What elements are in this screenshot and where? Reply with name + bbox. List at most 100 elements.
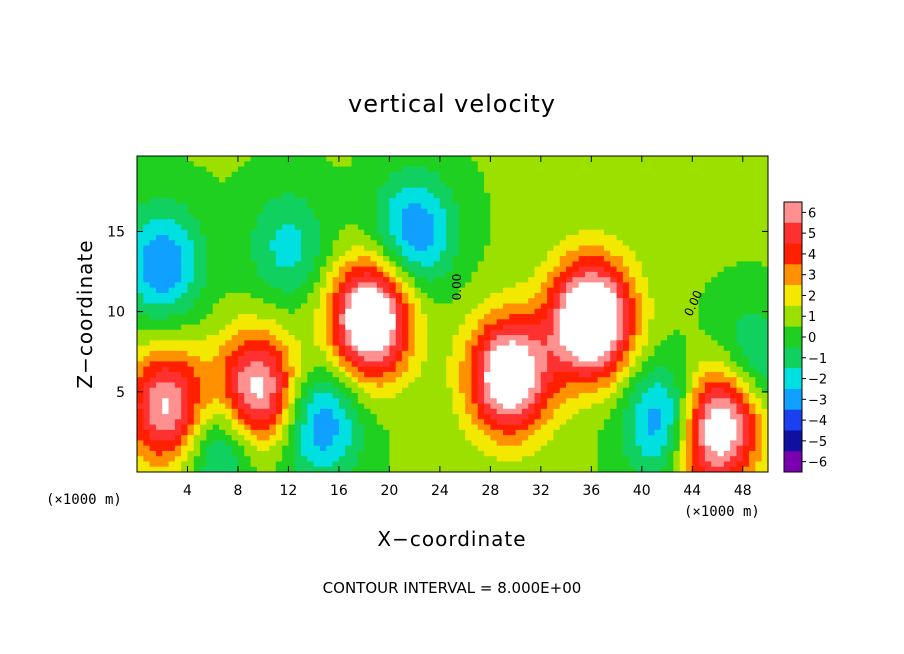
heatmap-cell (761, 361, 769, 368)
heatmap-cell (547, 329, 554, 336)
heatmap-cell (521, 240, 529, 246)
heatmap-cell (206, 414, 214, 420)
heatmap-cell (174, 177, 182, 183)
heatmap-cell (603, 403, 611, 410)
heatmap-cell (484, 250, 491, 257)
heatmap-cell (137, 314, 144, 320)
heatmap-cell (723, 250, 731, 257)
heatmap-cell (723, 177, 731, 183)
heatmap-cell (679, 203, 687, 210)
heatmap-cell (376, 245, 384, 252)
heatmap-cell (275, 282, 283, 289)
heatmap-cell (313, 156, 321, 162)
heatmap-cell (446, 292, 453, 299)
heatmap-cell (256, 208, 264, 215)
heatmap-cell (364, 171, 371, 178)
heatmap-cell (237, 208, 245, 215)
heatmap-cell (597, 198, 605, 204)
heatmap-cell (471, 282, 479, 289)
heatmap-cell (206, 371, 214, 378)
heatmap-cell (395, 414, 403, 420)
heatmap-cell (187, 298, 195, 304)
heatmap-cell (193, 398, 201, 404)
heatmap-cell (566, 235, 573, 241)
heatmap-cell (610, 414, 617, 420)
heatmap-cell (395, 219, 403, 225)
heatmap-cell (730, 282, 737, 289)
heatmap-cell (206, 350, 214, 357)
heatmap-cell (566, 382, 573, 389)
heatmap-cell (648, 208, 655, 215)
heatmap-cell (667, 177, 674, 183)
heatmap-cell (446, 287, 453, 294)
heatmap-cell (502, 224, 510, 231)
heatmap-cell (521, 156, 529, 162)
heatmap-cell (225, 240, 233, 246)
heatmap-cell (736, 319, 744, 325)
heatmap-cell (446, 340, 453, 346)
heatmap-cell (502, 308, 510, 315)
heatmap-cell (477, 387, 485, 394)
heatmap-cell (225, 308, 233, 315)
heatmap-cell (711, 350, 718, 357)
heatmap-cell (553, 219, 561, 225)
heatmap-cell (528, 245, 535, 252)
heatmap-cell (187, 350, 195, 357)
heatmap-cell (452, 235, 460, 241)
heatmap-cell (648, 229, 655, 236)
heatmap-cell (402, 382, 409, 389)
heatmap-cell (237, 250, 245, 257)
heatmap-cell (155, 219, 163, 225)
heatmap-cell (502, 335, 510, 341)
heatmap-cell (585, 329, 592, 336)
heatmap-cell (414, 340, 422, 346)
heatmap-cell (414, 356, 422, 362)
heatmap-cell (667, 240, 674, 246)
heatmap-cell (622, 324, 630, 331)
heatmap-cell (654, 229, 662, 236)
heatmap-cell (641, 324, 649, 331)
heatmap-cell (622, 403, 630, 410)
heatmap-cell (585, 282, 592, 289)
heatmap-cell (357, 366, 365, 373)
heatmap-cell (237, 387, 245, 394)
heatmap-cell (395, 208, 403, 215)
heatmap-cell (717, 329, 725, 336)
heatmap-cell (540, 213, 548, 220)
heatmap-cell (231, 271, 239, 278)
heatmap-cell (704, 329, 712, 336)
heatmap-cell (648, 366, 655, 373)
heatmap-cell (427, 340, 434, 346)
heatmap-cell (402, 261, 409, 267)
heatmap-cell (294, 213, 302, 220)
heatmap-cell (155, 350, 163, 357)
heatmap-cell (250, 292, 258, 299)
heatmap-cell (282, 213, 289, 220)
heatmap-cell (149, 177, 157, 183)
heatmap-cell (313, 329, 321, 336)
heatmap-cell (307, 224, 315, 231)
heatmap-cell (193, 182, 201, 188)
heatmap-cell (553, 398, 561, 404)
heatmap-cell (742, 282, 750, 289)
heatmap-cell (193, 282, 201, 289)
heatmap-cell (326, 271, 334, 278)
heatmap-cell (749, 192, 756, 199)
heatmap-cell (673, 314, 681, 320)
heatmap-cell (578, 414, 586, 420)
heatmap-cell (370, 377, 378, 383)
heatmap-cell (237, 393, 245, 399)
heatmap-cell (200, 156, 207, 162)
heatmap-cell (326, 314, 334, 320)
heatmap-cell (225, 314, 233, 320)
heatmap-cell (294, 177, 302, 183)
heatmap-cell (578, 335, 586, 341)
heatmap-cell (137, 156, 144, 162)
heatmap-cell (212, 256, 220, 262)
heatmap-cell (307, 213, 315, 220)
heatmap-cell (294, 219, 302, 225)
heatmap-cell (137, 393, 144, 399)
heatmap-cell (509, 219, 516, 225)
heatmap-cell (244, 219, 251, 225)
heatmap-cell (540, 398, 548, 404)
